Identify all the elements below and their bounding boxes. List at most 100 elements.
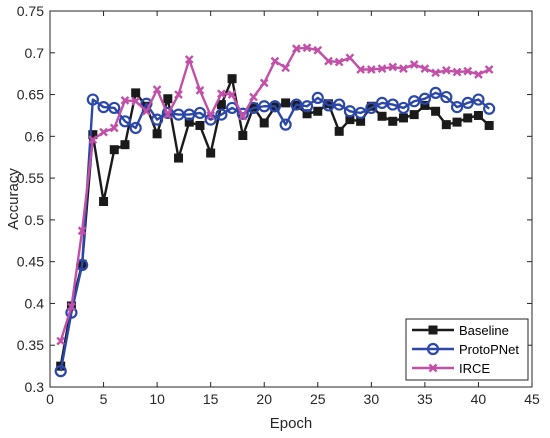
point-irce-31 [377,64,387,74]
axes-box [49,10,533,388]
point-irce-34 [409,60,419,69]
point-baseline-7 [120,140,130,150]
point-irce-39 [463,66,473,76]
point-protopnet-17 [225,101,239,115]
point-baseline-32 [388,116,398,126]
point-protopnet-41 [483,102,496,115]
series-layer [54,43,496,378]
x-tick-label-30: 30 [364,391,380,407]
point-irce-38 [452,67,462,77]
point-baseline-41 [484,120,494,130]
point-baseline-37 [441,120,451,130]
legend-marker-protopnet [426,342,440,356]
point-irce-28 [345,53,355,63]
point-protopnet-38 [450,100,464,114]
point-irce-3 [77,226,87,236]
point-irce-33 [399,64,408,74]
point-protopnet-4 [86,93,99,106]
point-irce-14 [195,86,205,95]
point-protopnet-34 [408,95,421,108]
point-irce-17 [227,90,237,99]
point-baseline-22 [281,98,291,108]
point-irce-5 [99,127,108,137]
x-tick-label-35: 35 [417,391,433,407]
point-baseline-20 [259,118,269,128]
point-irce-25 [313,45,323,55]
point-irce-7 [120,96,130,105]
y-tick-label-0.3: 0.3 [25,379,45,395]
point-irce-19 [249,92,258,102]
point-irce-6 [109,123,119,133]
point-irce-13 [184,55,194,64]
point-irce-12 [174,90,183,99]
point-irce-37 [441,65,451,75]
point-protopnet-27 [333,98,346,111]
point-protopnet-18 [236,107,249,120]
y-tick-label-0.65: 0.65 [17,87,44,103]
point-protopnet-22 [279,118,292,131]
point-irce-27 [334,57,344,67]
point-irce-32 [388,62,398,72]
legend-entry-irce: IRCE [412,361,490,376]
point-irce-24 [302,43,312,53]
legend-label-baseline: Baseline [459,323,509,338]
legend-entry-baseline: Baseline [412,323,509,338]
point-irce-4 [88,135,98,145]
point-baseline-40 [473,110,483,120]
x-tick-label-25: 25 [310,391,326,407]
point-protopnet-10 [151,113,164,126]
point-protopnet-14 [193,106,207,120]
point-irce-18 [238,111,248,121]
point-baseline-18 [238,130,248,140]
point-protopnet-24 [300,100,314,113]
point-protopnet-35 [418,92,431,105]
point-protopnet-6 [108,101,121,115]
axes-layer: 0 5 10 15 20 25 30 35 40 45 0.3 0.35 0.4 0.45 0.5 0.55 0… [17,3,540,407]
x-tick-label-0: 0 [46,391,54,407]
y-tick-label-0.55: 0.55 [17,170,44,186]
point-protopnet-32 [386,98,399,111]
point-baseline-25 [313,106,323,116]
point-irce-11 [163,110,173,119]
legend-entry-protopnet: ProtoPNet [412,342,519,357]
point-irce-30 [366,65,376,74]
y-tick-label-0.5: 0.5 [25,212,45,228]
point-baseline-35 [420,100,430,110]
x-tick-label-10: 10 [149,391,165,407]
point-baseline-11 [163,94,173,104]
point-baseline-15 [206,148,216,158]
point-protopnet-16 [215,108,228,121]
point-irce-8 [131,96,141,106]
point-protopnet-25 [311,91,324,104]
legend-marker-irce [428,363,438,373]
point-baseline-12 [174,153,184,163]
legend: Baseline ProtoPNet IRCE [405,318,529,381]
point-irce-1 [56,336,66,346]
point-irce-26 [324,56,333,66]
x-tick-label-45: 45 [524,391,540,407]
point-baseline-31 [377,111,387,121]
point-protopnet-8 [129,121,142,135]
x-tick-label-15: 15 [203,391,219,407]
point-irce-21 [270,56,280,66]
y-tick-label-0.6: 0.6 [25,128,45,144]
point-irce-15 [206,111,216,120]
point-baseline-38 [452,117,462,127]
x-axis-title: Epoch [270,415,313,432]
point-irce-2 [67,302,76,312]
point-irce-23 [292,44,301,53]
point-irce-40 [474,70,483,79]
point-protopnet-39 [461,96,474,110]
y-axis-title: Accuracy [5,168,22,230]
point-baseline-36 [431,106,441,116]
point-baseline-14 [195,120,205,130]
y-tick-label-0.4: 0.4 [25,295,45,311]
point-protopnet-36 [429,86,442,99]
point-protopnet-1 [54,365,67,378]
point-irce-22 [281,63,290,73]
point-irce-41 [484,65,494,74]
point-baseline-33 [398,113,408,123]
series-protopnet [54,86,496,378]
point-protopnet-33 [397,101,410,115]
